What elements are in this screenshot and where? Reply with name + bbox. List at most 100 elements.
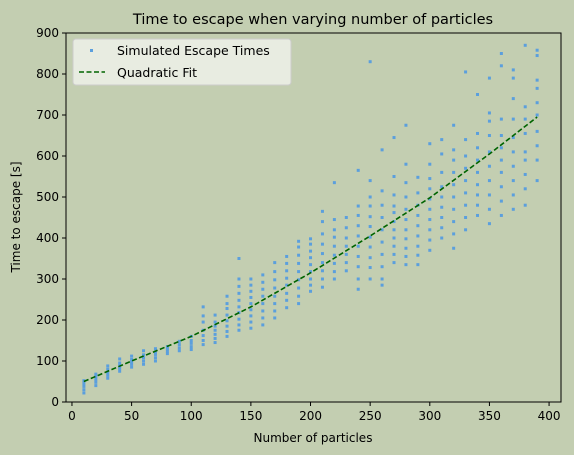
data-point — [261, 287, 265, 291]
data-point — [368, 195, 372, 199]
data-point — [344, 226, 348, 230]
data-point — [487, 207, 491, 211]
data-point — [309, 256, 313, 260]
data-point — [380, 240, 384, 244]
data-point — [285, 291, 289, 295]
data-point — [261, 309, 265, 313]
data-point — [320, 277, 324, 281]
data-point — [416, 234, 420, 238]
data-point — [320, 220, 324, 224]
data-point — [523, 131, 527, 135]
data-point — [440, 195, 444, 199]
data-point — [320, 261, 324, 265]
data-point — [380, 216, 384, 219]
data-point — [225, 313, 229, 317]
data-point — [464, 70, 468, 74]
data-point — [177, 349, 181, 353]
data-point — [499, 146, 503, 150]
chart-title: Time to escape when varying number of pa… — [132, 12, 493, 28]
data-point — [261, 273, 265, 277]
fit-line-layer — [83, 116, 538, 383]
data-point — [392, 261, 396, 265]
data-point — [511, 207, 515, 211]
data-point — [177, 343, 181, 347]
data-point — [118, 369, 122, 373]
data-point — [392, 204, 396, 208]
data-point — [237, 257, 241, 260]
data-point — [153, 359, 157, 363]
data-point — [452, 148, 456, 152]
data-point — [428, 228, 432, 232]
data-point — [487, 179, 491, 183]
data-point — [380, 228, 384, 232]
data-point — [249, 277, 253, 281]
data-point — [94, 375, 98, 379]
data-point — [237, 328, 241, 332]
data-point — [416, 175, 420, 179]
data-point — [106, 370, 110, 374]
data-point — [153, 356, 157, 360]
data-point — [249, 289, 253, 293]
data-point — [94, 384, 98, 388]
data-point — [309, 283, 313, 287]
data-point — [297, 302, 301, 306]
y-tick-label: 800 — [36, 67, 59, 81]
data-point — [332, 228, 336, 232]
data-point — [404, 246, 408, 250]
data-point — [464, 166, 468, 170]
data-point — [297, 286, 301, 290]
data-point — [380, 203, 384, 207]
data-point — [464, 191, 468, 195]
data-point — [464, 228, 468, 232]
data-point — [368, 179, 372, 183]
data-point — [404, 263, 408, 267]
data-point — [273, 294, 277, 298]
data-point — [452, 195, 456, 199]
data-point — [142, 353, 146, 357]
data-point — [356, 244, 360, 248]
data-point — [297, 253, 301, 257]
data-point — [499, 213, 503, 217]
data-point — [285, 269, 289, 273]
data-point — [535, 179, 539, 183]
data-point — [416, 244, 420, 248]
data-point — [332, 218, 336, 222]
data-point — [201, 305, 205, 309]
x-tick-label: 50 — [124, 409, 139, 423]
data-point — [511, 150, 515, 154]
data-point — [142, 362, 146, 366]
data-point — [285, 254, 289, 258]
data-point — [356, 234, 360, 238]
data-point — [309, 270, 313, 274]
data-point — [452, 220, 456, 224]
data-point — [344, 244, 348, 248]
data-point — [440, 205, 444, 209]
data-point — [380, 265, 384, 269]
data-point — [285, 283, 289, 287]
data-point — [94, 380, 98, 384]
data-point — [440, 138, 444, 142]
data-point — [106, 376, 110, 380]
data-point — [440, 185, 444, 189]
data-point — [523, 117, 527, 121]
plot-frame — [65, 32, 562, 403]
data-point — [476, 158, 480, 162]
data-point — [356, 254, 360, 258]
data-point — [189, 341, 193, 345]
data-point — [404, 237, 408, 241]
data-point — [368, 204, 372, 208]
data-point — [189, 345, 193, 349]
data-point — [392, 211, 396, 215]
data-point — [416, 263, 420, 267]
data-point — [511, 136, 515, 140]
data-point — [523, 203, 527, 207]
data-point — [273, 278, 277, 282]
data-point — [309, 289, 313, 293]
data-point — [177, 339, 181, 343]
legend-label-fit: Quadratic Fit — [117, 65, 197, 80]
data-point — [320, 269, 324, 273]
data-point — [165, 347, 169, 351]
data-point — [499, 185, 503, 189]
data-point — [142, 359, 146, 363]
data-point — [261, 323, 265, 327]
